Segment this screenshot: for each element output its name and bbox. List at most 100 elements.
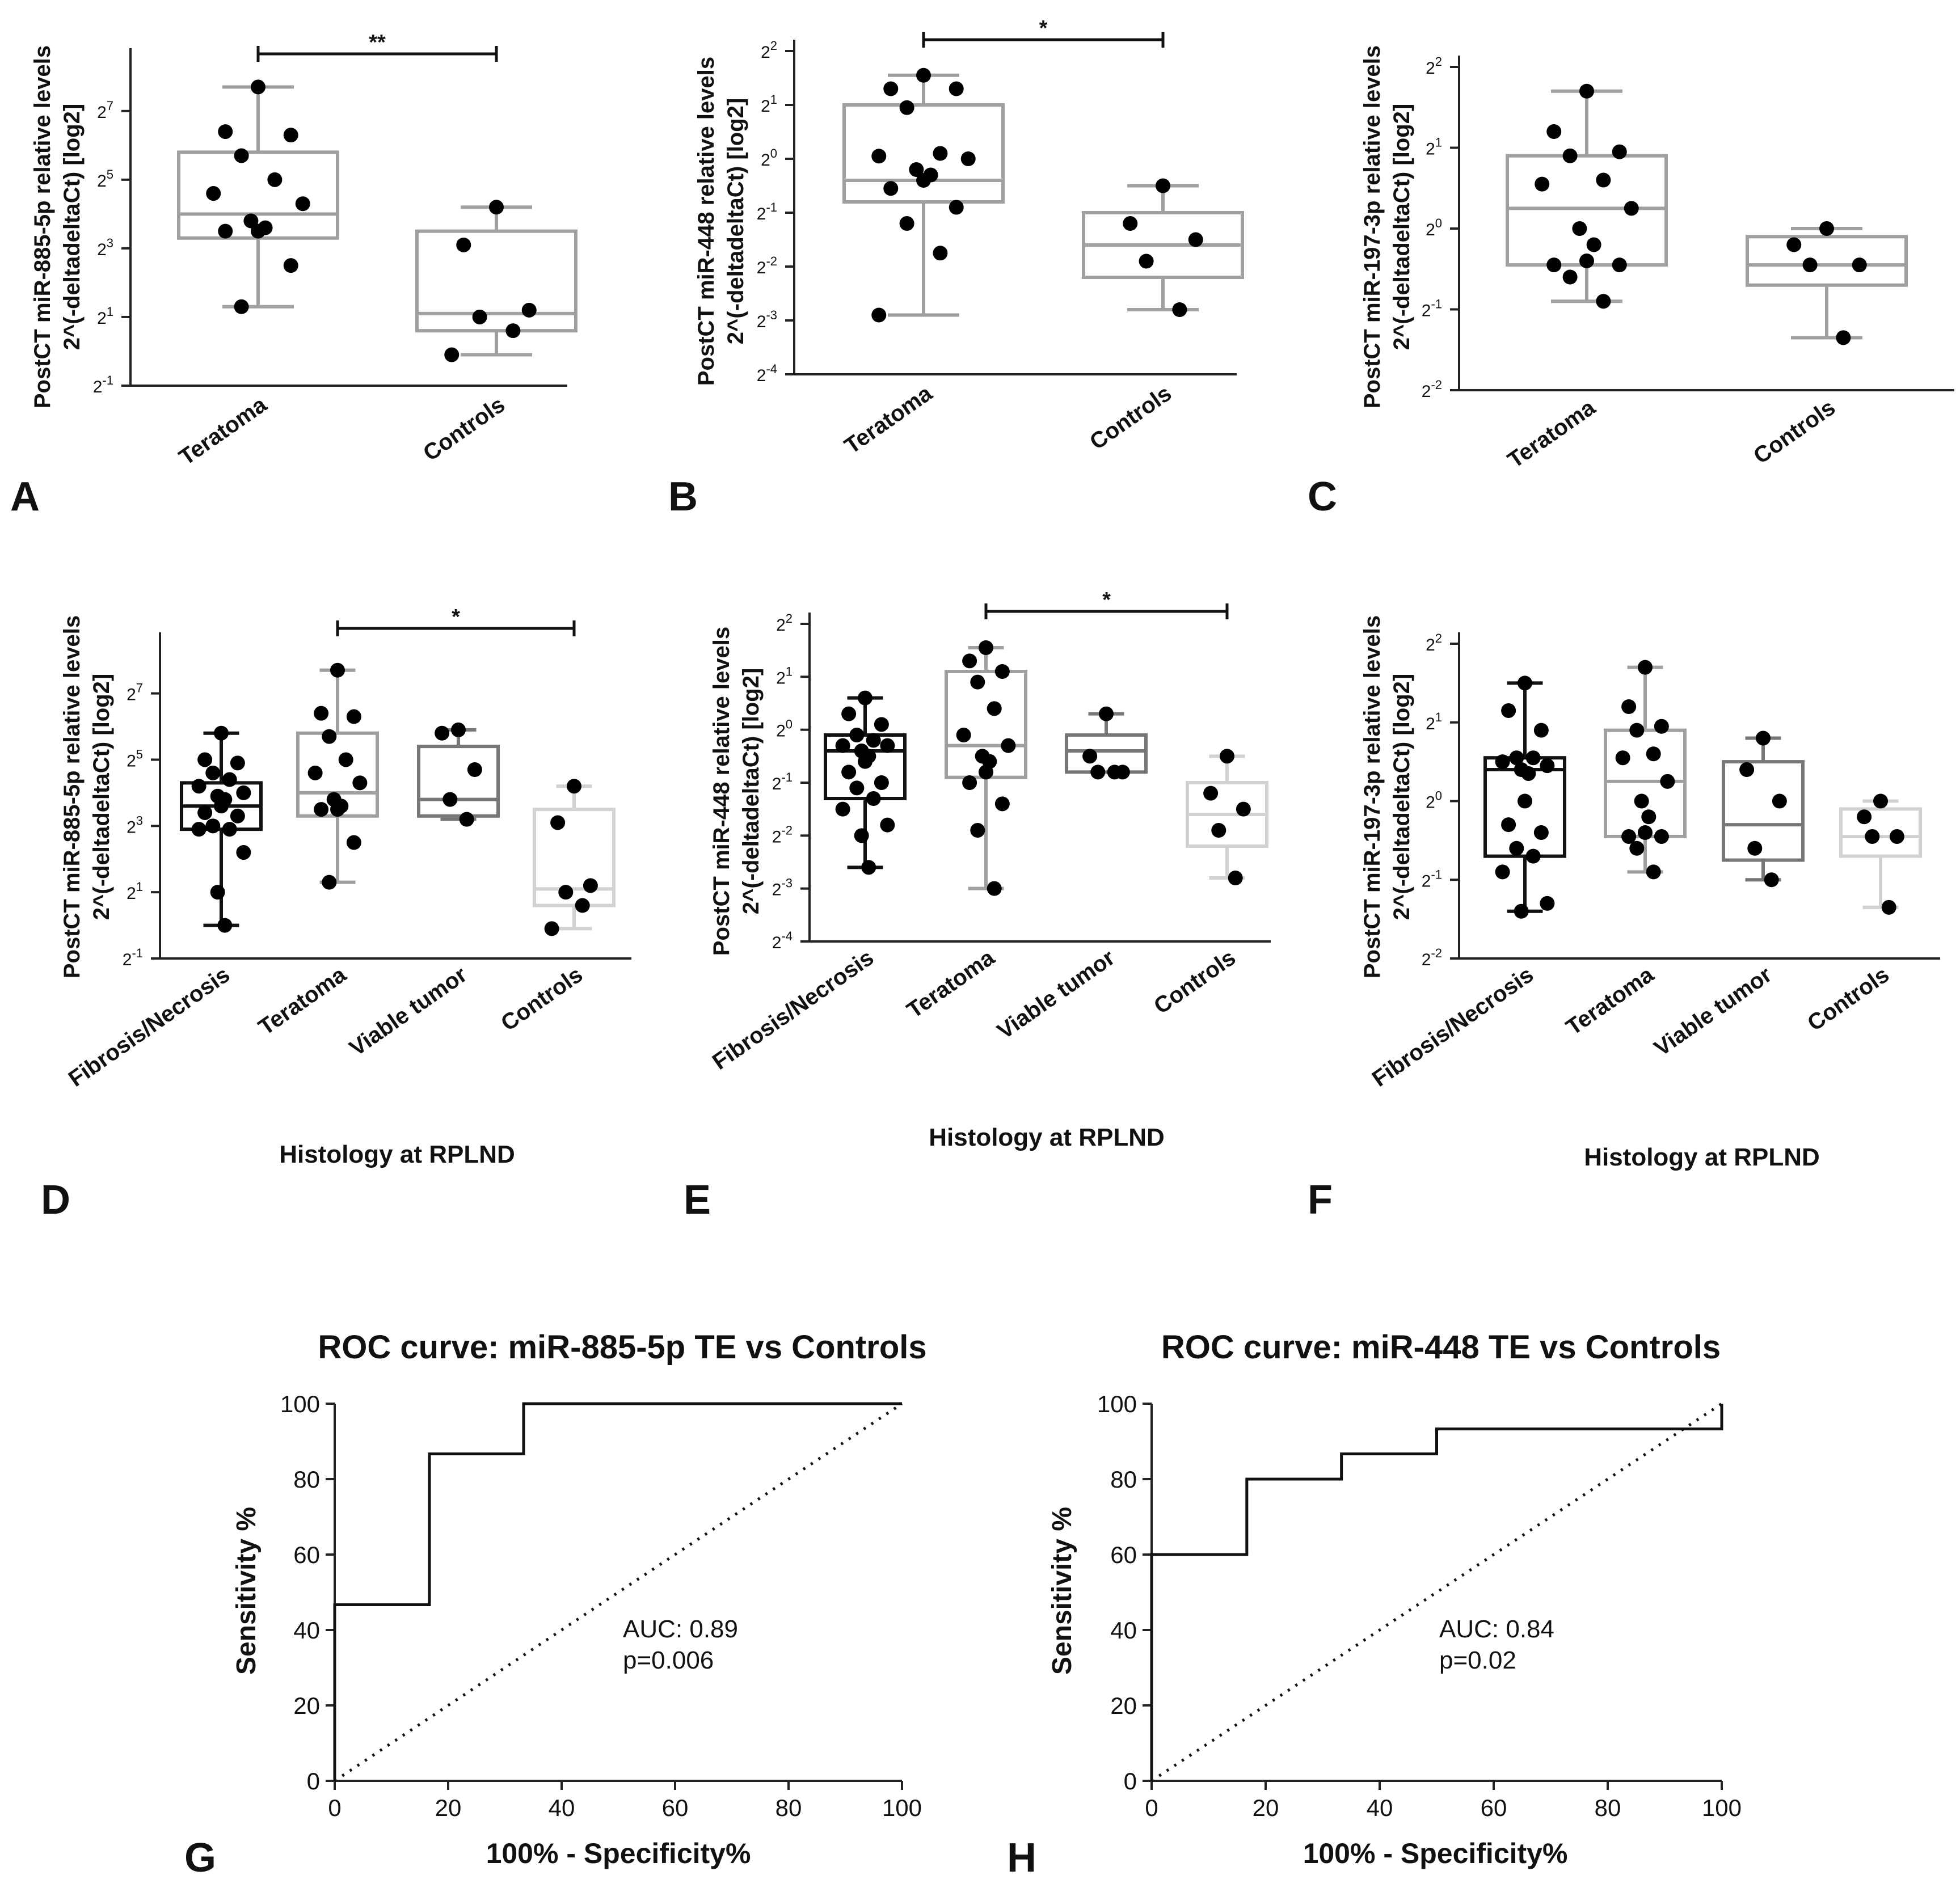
data-point: [1615, 750, 1630, 766]
data-point: [191, 779, 206, 794]
panel-d-ylabel-line2: 2^(-deltadeltaCt) [log2]: [89, 674, 114, 920]
data-point: [1123, 216, 1138, 231]
box-body: [415, 229, 578, 333]
x-tick-label: 0: [1145, 1794, 1158, 1821]
data-point: [1156, 178, 1170, 193]
data-point: [251, 79, 265, 95]
data-point: [1501, 817, 1516, 833]
panel-d-xlabel: Histology at RPLND: [279, 1141, 515, 1168]
data-point: [330, 662, 345, 678]
y-tick-exponent: -1: [1431, 297, 1442, 311]
panel-g-letter: G: [184, 1835, 216, 1881]
y-tick-label: 80: [1110, 1466, 1137, 1493]
panel-d-letter: D: [41, 1177, 70, 1223]
data-point: [456, 237, 471, 252]
data-point: [1629, 723, 1645, 738]
data-point: [854, 828, 869, 843]
data-point: [909, 162, 924, 177]
data-point: [205, 818, 221, 834]
panel-d-ylabel-line1: PostCT miR-885-5p relative levels: [60, 615, 85, 978]
data-point: [994, 664, 1010, 679]
data-point: [858, 754, 872, 769]
data-point: [883, 81, 899, 96]
data-point: [338, 752, 353, 767]
panel-h-plot: 0 20 40 60 80 100 0 20 40 60 80 100: [1097, 1391, 1742, 1821]
data-point: [1001, 738, 1016, 753]
data-point: [970, 823, 985, 838]
x-tick-label: 80: [1595, 1794, 1621, 1821]
panel-b-ylabel-line2: 2^(-deltadeltaCt) [log2]: [723, 98, 748, 344]
data-point: [1634, 793, 1649, 809]
data-point: [933, 146, 948, 161]
data-point: [234, 148, 249, 163]
data-point: [205, 765, 221, 780]
data-point: [1495, 864, 1510, 880]
panel-f-letter: F: [1308, 1177, 1333, 1223]
data-point: [1629, 841, 1645, 856]
data-point: [222, 772, 237, 787]
y-tick-exponent: 2: [1435, 54, 1442, 69]
y-tick-exponent: -1: [132, 946, 143, 960]
data-point: [858, 690, 872, 706]
data-point: [330, 802, 345, 817]
data-point: [1646, 864, 1661, 880]
data-point: [866, 791, 881, 806]
data-point: [1546, 257, 1562, 273]
data-point: [1596, 172, 1611, 188]
y-tick-exponent: 2: [770, 39, 777, 53]
data-point: [960, 151, 976, 166]
data-point: [1518, 793, 1532, 809]
panel-g-title: ROC curve: miR-885-5p TE vs Controls: [318, 1329, 926, 1366]
data-point: [916, 67, 931, 83]
data-point: [283, 258, 298, 273]
y-tick-exponent: 0: [786, 717, 793, 732]
panel-c-letter: C: [1308, 474, 1337, 520]
data-point: [1540, 758, 1555, 774]
data-point: [1836, 330, 1851, 345]
significance-label: **: [369, 31, 386, 54]
y-tick-exponent: -1: [102, 373, 113, 387]
box-body: [842, 103, 1005, 204]
panel-h-ylabel: Sensitivity %: [1047, 1507, 1077, 1675]
panel-h-pvalue: p=0.02: [1439, 1646, 1516, 1674]
panel-g-plot: 0 20 40 60 80 100 0 20 40 60 80 100: [280, 1391, 922, 1821]
data-point: [1082, 749, 1098, 764]
x-tick-label: 20: [1253, 1794, 1279, 1821]
y-tick-label: 22: [761, 39, 777, 62]
x-tick-label: 100: [882, 1794, 922, 1821]
data-point: [1881, 899, 1896, 915]
panel-g-pvalue: p=0.006: [623, 1646, 714, 1674]
data-point: [899, 216, 914, 231]
data-point: [1621, 829, 1637, 844]
data-point: [505, 323, 521, 339]
panel-g: ROC curve: miR-885-5p TE vs Controls Sen…: [184, 1329, 927, 1881]
data-point: [1540, 896, 1555, 911]
box-body: [1722, 760, 1805, 862]
data-point: [1641, 809, 1656, 825]
panel-b-letter: B: [668, 474, 698, 520]
y-tick-exponent: 1: [1435, 710, 1442, 724]
data-point: [1188, 232, 1203, 247]
data-point: [314, 706, 329, 721]
data-point: [871, 149, 887, 164]
data-point: [346, 709, 361, 724]
box-body: [824, 733, 907, 800]
data-point: [314, 802, 329, 817]
x-tick-label: 60: [1481, 1794, 1507, 1821]
y-tick-exponent: -2: [1431, 378, 1442, 392]
y-tick-exponent: -2: [1431, 946, 1442, 960]
data-point: [933, 246, 948, 261]
data-point: [1612, 257, 1627, 273]
data-point: [1621, 699, 1637, 714]
y-tick-exponent: 1: [107, 305, 113, 319]
y-tick-exponent: -1: [781, 770, 793, 784]
y-tick-exponent: 0: [1435, 789, 1442, 803]
data-point: [880, 817, 895, 833]
y-tick-exponent: 0: [770, 146, 777, 161]
data-point: [949, 81, 964, 96]
data-point: [322, 729, 337, 744]
data-point: [583, 878, 598, 893]
data-point: [1236, 801, 1251, 817]
